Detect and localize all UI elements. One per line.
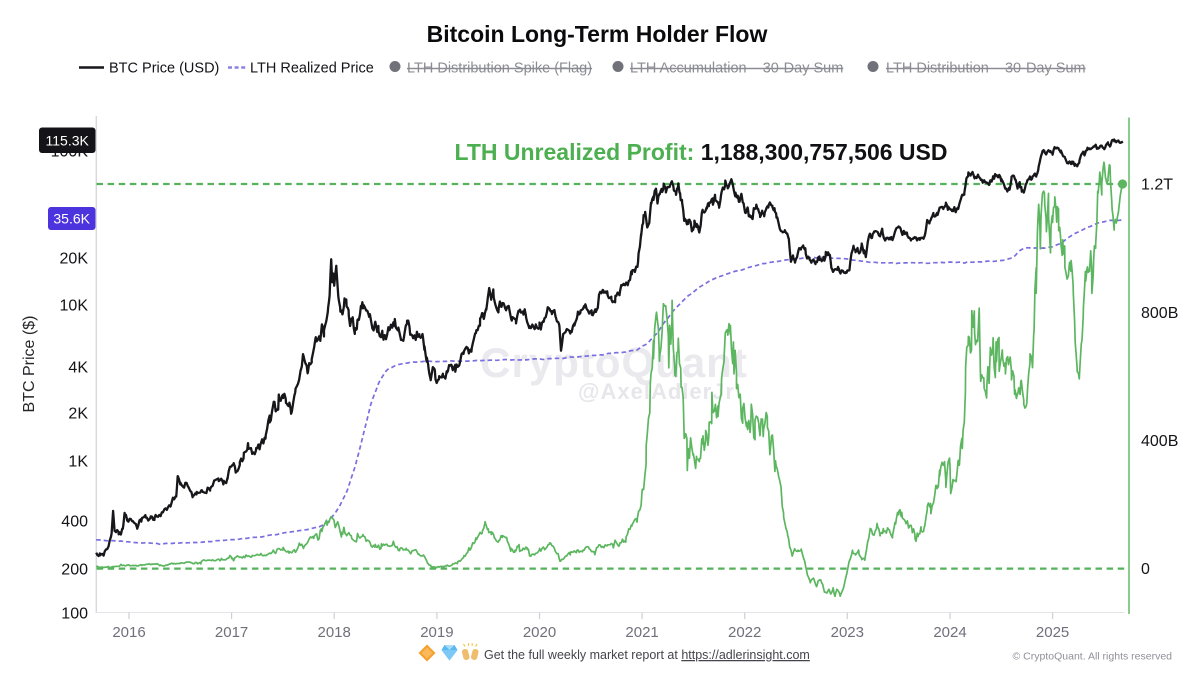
svg-text:LTH Distribution Spike (Flag): LTH Distribution Spike (Flag) [407,61,592,77]
svg-text:200: 200 [61,562,88,579]
svg-text:100: 100 [61,606,88,623]
svg-text:1.2T: 1.2T [1141,177,1173,194]
svg-text:Bitcoin Long-Term Holder Flow: Bitcoin Long-Term Holder Flow [427,21,768,47]
svg-text:2025: 2025 [1036,624,1069,641]
svg-text:LTH Distribution – 30-Day Sum: LTH Distribution – 30-Day Sum [886,61,1086,77]
svg-text:2021: 2021 [625,624,658,641]
svg-text:1K: 1K [68,454,88,471]
svg-text:CryptoQuant: CryptoQuant [480,339,748,386]
svg-text:10K: 10K [60,298,89,315]
svg-text:BTC Price (USD): BTC Price (USD) [109,61,219,77]
svg-text:35.6K: 35.6K [53,211,90,227]
svg-text:20K: 20K [60,251,89,268]
svg-text:2024: 2024 [933,624,966,641]
svg-text:BTC Price ($): BTC Price ($) [21,316,38,413]
svg-text:2022: 2022 [728,624,761,641]
svg-text:400B: 400B [1141,433,1178,450]
svg-text:2018: 2018 [318,624,351,641]
svg-text:2017: 2017 [215,624,248,641]
svg-text:800B: 800B [1141,305,1178,322]
svg-text:4K: 4K [68,360,88,377]
svg-text:400: 400 [61,514,88,531]
svg-text:2019: 2019 [420,624,453,641]
svg-text:2020: 2020 [523,624,556,641]
svg-text:2023: 2023 [831,624,864,641]
svg-text:115.3K: 115.3K [46,133,90,149]
svg-text:LTH Realized Price: LTH Realized Price [250,61,374,77]
svg-text:@AxelAdlerJr: @AxelAdlerJr [578,379,735,404]
svg-text:LTH Accumulation – 30-Day Sum: LTH Accumulation – 30-Day Sum [630,61,843,77]
svg-text:2016: 2016 [112,624,145,641]
svg-text:LTH Unrealized Profit: 1,188,3: LTH Unrealized Profit: 1,188,300,757,506… [454,139,947,165]
svg-text:0: 0 [1141,561,1150,578]
svg-text:2K: 2K [68,406,88,423]
svg-text:© CryptoQuant. All rights rese: © CryptoQuant. All rights reserved [1013,651,1173,663]
svg-text:Get the full weekly market rep: Get the full weekly market report at htt… [484,648,810,662]
